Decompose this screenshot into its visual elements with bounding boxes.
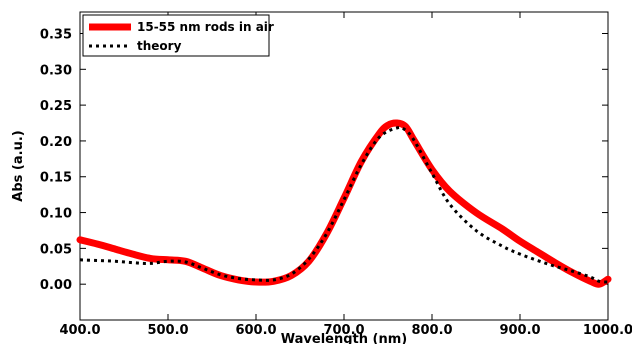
legend-box	[82, 14, 270, 57]
series-1-line	[76, 119, 612, 288]
x-tick-label: 900.0	[499, 323, 540, 338]
y-tick-label: 0.20	[40, 135, 72, 150]
y-tick-label: 0.35	[40, 27, 72, 42]
y-tick-label: 0.10	[40, 207, 72, 222]
legend: 15-55 nm rods in air theory	[82, 14, 274, 57]
x-axis-label: Wavelength (nm)	[281, 332, 407, 344]
plot-area-frame	[79, 11, 609, 321]
legend-label-series-2: theory	[137, 39, 182, 53]
x-tick-label: 700.0	[323, 323, 364, 338]
x-tick-label: 800.0	[411, 323, 452, 338]
y-axis-label: Abs (a.u.)	[11, 130, 26, 201]
x-tick-label: 500.0	[147, 323, 188, 338]
legend-label-series-1: 15-55 nm rods in air	[137, 20, 274, 34]
y-tick-label: 0.25	[40, 99, 72, 114]
x-tick-label: 1000.0	[583, 323, 632, 338]
y-tick-label: 0.15	[40, 171, 72, 186]
x-tick-label: 600.0	[235, 323, 276, 338]
x-tick-label: 400.0	[59, 323, 100, 338]
axis-ticks: 400.0 500.0 600.0 700.0 800.0 900.0 1000.0 0.00…	[40, 12, 632, 338]
y-tick-label: 0.05	[40, 242, 72, 257]
y-tick-label: 0.00	[40, 278, 72, 293]
y-tick-label: 0.30	[40, 63, 72, 78]
series-layer	[76, 119, 612, 288]
